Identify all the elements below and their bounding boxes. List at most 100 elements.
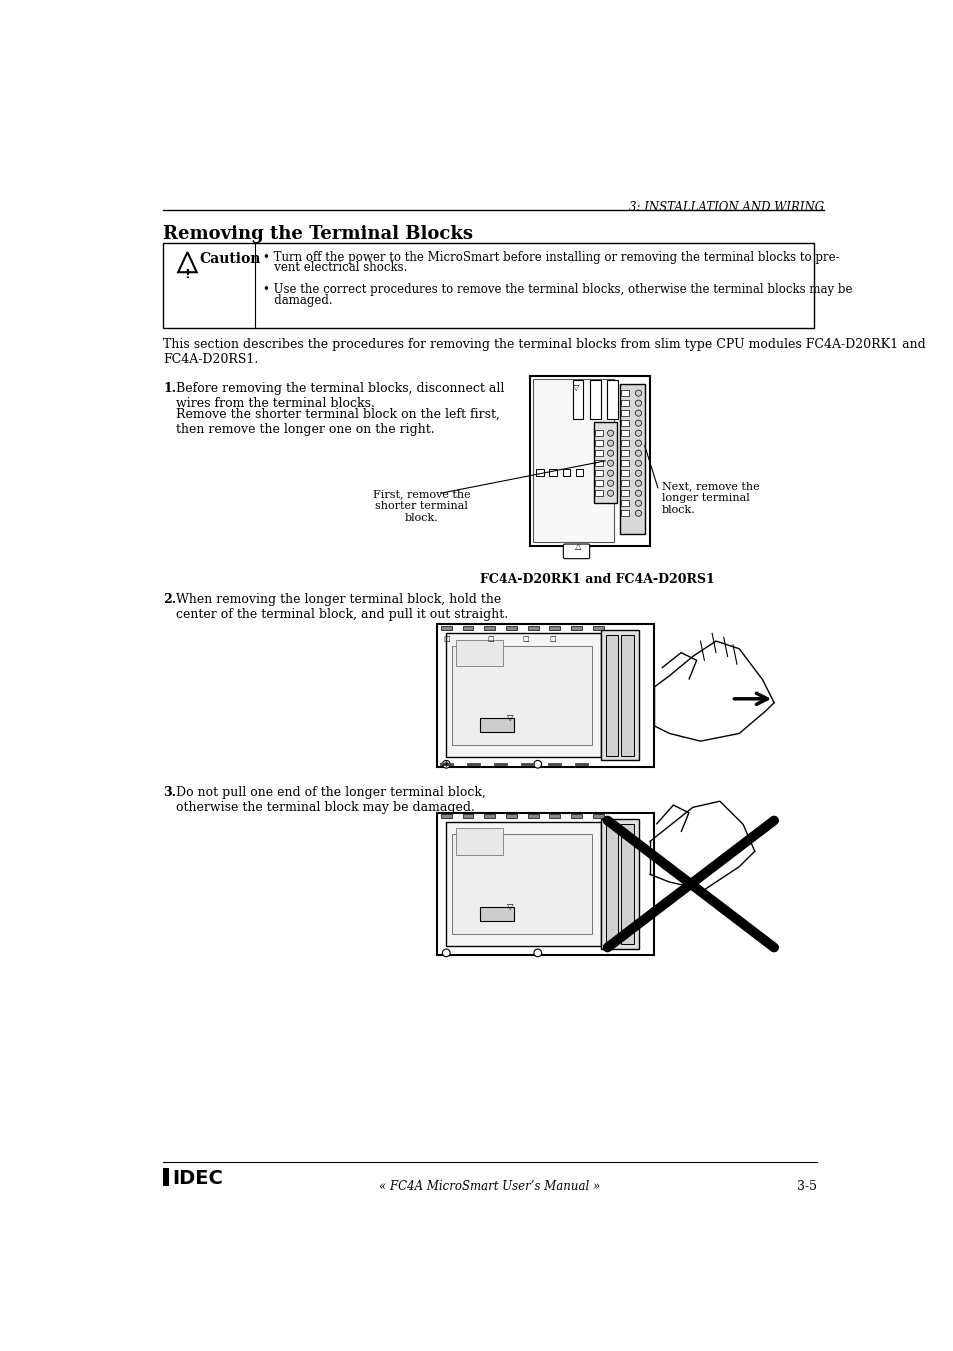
Text: □: □ xyxy=(487,636,494,642)
Bar xyxy=(589,380,599,419)
Bar xyxy=(484,626,495,630)
Circle shape xyxy=(607,490,613,496)
Circle shape xyxy=(635,470,641,477)
Bar xyxy=(571,815,581,819)
Bar xyxy=(605,635,618,755)
Circle shape xyxy=(635,500,641,507)
Text: □: □ xyxy=(549,636,556,642)
Text: □: □ xyxy=(443,636,450,642)
Bar xyxy=(620,511,629,516)
Bar xyxy=(505,815,517,819)
Text: △: △ xyxy=(575,542,580,551)
Bar xyxy=(606,380,617,419)
Bar xyxy=(592,815,603,819)
Bar xyxy=(452,646,592,744)
Bar xyxy=(456,828,502,855)
Circle shape xyxy=(635,430,641,436)
Bar xyxy=(549,815,559,819)
Bar xyxy=(562,469,570,477)
Bar xyxy=(620,461,629,466)
Circle shape xyxy=(635,480,641,486)
Bar xyxy=(593,423,617,503)
Bar xyxy=(595,470,602,477)
Bar xyxy=(462,815,473,819)
Text: « FC4A MicroSmart User’s Manual »: « FC4A MicroSmart User’s Manual » xyxy=(378,1179,599,1193)
Text: • Turn off the power to the MicroSmart before installing or removing the termina: • Turn off the power to the MicroSmart b… xyxy=(262,251,839,263)
Bar xyxy=(479,907,514,920)
Bar xyxy=(446,634,600,758)
Bar xyxy=(620,400,629,407)
Text: vent electrical shocks.: vent electrical shocks. xyxy=(262,262,407,274)
Bar xyxy=(595,450,602,457)
Bar xyxy=(484,815,495,819)
Text: • Use the correct procedures to remove the terminal blocks, otherwise the termin: • Use the correct procedures to remove t… xyxy=(262,282,851,296)
Text: FC4A-D20RK1 and FC4A-D20RS1: FC4A-D20RK1 and FC4A-D20RS1 xyxy=(479,573,714,585)
Bar xyxy=(620,470,629,477)
Bar xyxy=(549,626,559,630)
Bar xyxy=(595,430,602,436)
Bar xyxy=(600,819,638,948)
Bar xyxy=(571,626,581,630)
Bar xyxy=(575,469,583,477)
Bar xyxy=(527,626,537,630)
Bar xyxy=(163,1167,169,1186)
Text: When removing the longer terminal block, hold the
center of the terminal block, : When removing the longer terminal block,… xyxy=(175,593,507,621)
Circle shape xyxy=(607,430,613,436)
Bar xyxy=(620,500,629,507)
Circle shape xyxy=(635,461,641,466)
Circle shape xyxy=(534,948,541,957)
Bar xyxy=(446,821,600,946)
Text: Removing the Terminal Blocks: Removing the Terminal Blocks xyxy=(163,226,473,243)
Circle shape xyxy=(607,480,613,486)
Bar xyxy=(620,490,629,496)
Circle shape xyxy=(607,440,613,446)
Text: !: ! xyxy=(184,267,191,281)
Text: Caution: Caution xyxy=(199,253,261,266)
Text: damaged.: damaged. xyxy=(262,293,332,307)
Text: 1.: 1. xyxy=(163,381,176,394)
Circle shape xyxy=(442,948,450,957)
Bar xyxy=(620,411,629,416)
Text: Do not pull one end of the longer terminal block,
otherwise the terminal block m: Do not pull one end of the longer termin… xyxy=(175,786,485,813)
Text: Next, remove the
longer terminal
block.: Next, remove the longer terminal block. xyxy=(661,482,759,515)
Text: Remove the shorter terminal block on the left first,
then remove the longer one : Remove the shorter terminal block on the… xyxy=(175,408,499,436)
Bar xyxy=(620,824,633,944)
Bar xyxy=(620,390,629,396)
Bar xyxy=(549,469,557,477)
Bar xyxy=(436,624,654,766)
Text: 3: INSTALLATION AND WIRING: 3: INSTALLATION AND WIRING xyxy=(629,200,823,213)
Circle shape xyxy=(635,450,641,457)
Bar xyxy=(533,380,614,543)
Bar xyxy=(605,824,618,944)
Bar xyxy=(479,719,514,732)
Bar xyxy=(595,480,602,486)
Bar xyxy=(505,626,517,630)
Bar xyxy=(527,815,537,819)
Bar xyxy=(462,626,473,630)
Bar xyxy=(595,461,602,466)
Circle shape xyxy=(635,490,641,496)
Bar xyxy=(452,835,592,934)
Text: 3.: 3. xyxy=(163,786,176,798)
Bar xyxy=(620,420,629,426)
Bar xyxy=(619,384,644,534)
Bar xyxy=(440,626,452,630)
Circle shape xyxy=(607,450,613,457)
Text: First, remove the
shorter terminal
block.: First, remove the shorter terminal block… xyxy=(373,489,470,523)
Bar xyxy=(620,635,633,755)
Bar xyxy=(440,815,452,819)
Circle shape xyxy=(607,470,613,477)
Bar xyxy=(163,243,814,328)
Text: 3-5: 3-5 xyxy=(796,1179,816,1193)
Text: □: □ xyxy=(521,636,528,642)
Circle shape xyxy=(635,390,641,396)
Bar xyxy=(620,450,629,457)
Bar xyxy=(530,376,649,546)
Bar xyxy=(436,813,654,955)
Circle shape xyxy=(635,440,641,446)
Bar xyxy=(456,639,502,666)
Circle shape xyxy=(607,461,613,466)
Text: IDEC: IDEC xyxy=(172,1169,223,1189)
Circle shape xyxy=(635,420,641,426)
Bar xyxy=(592,626,603,630)
